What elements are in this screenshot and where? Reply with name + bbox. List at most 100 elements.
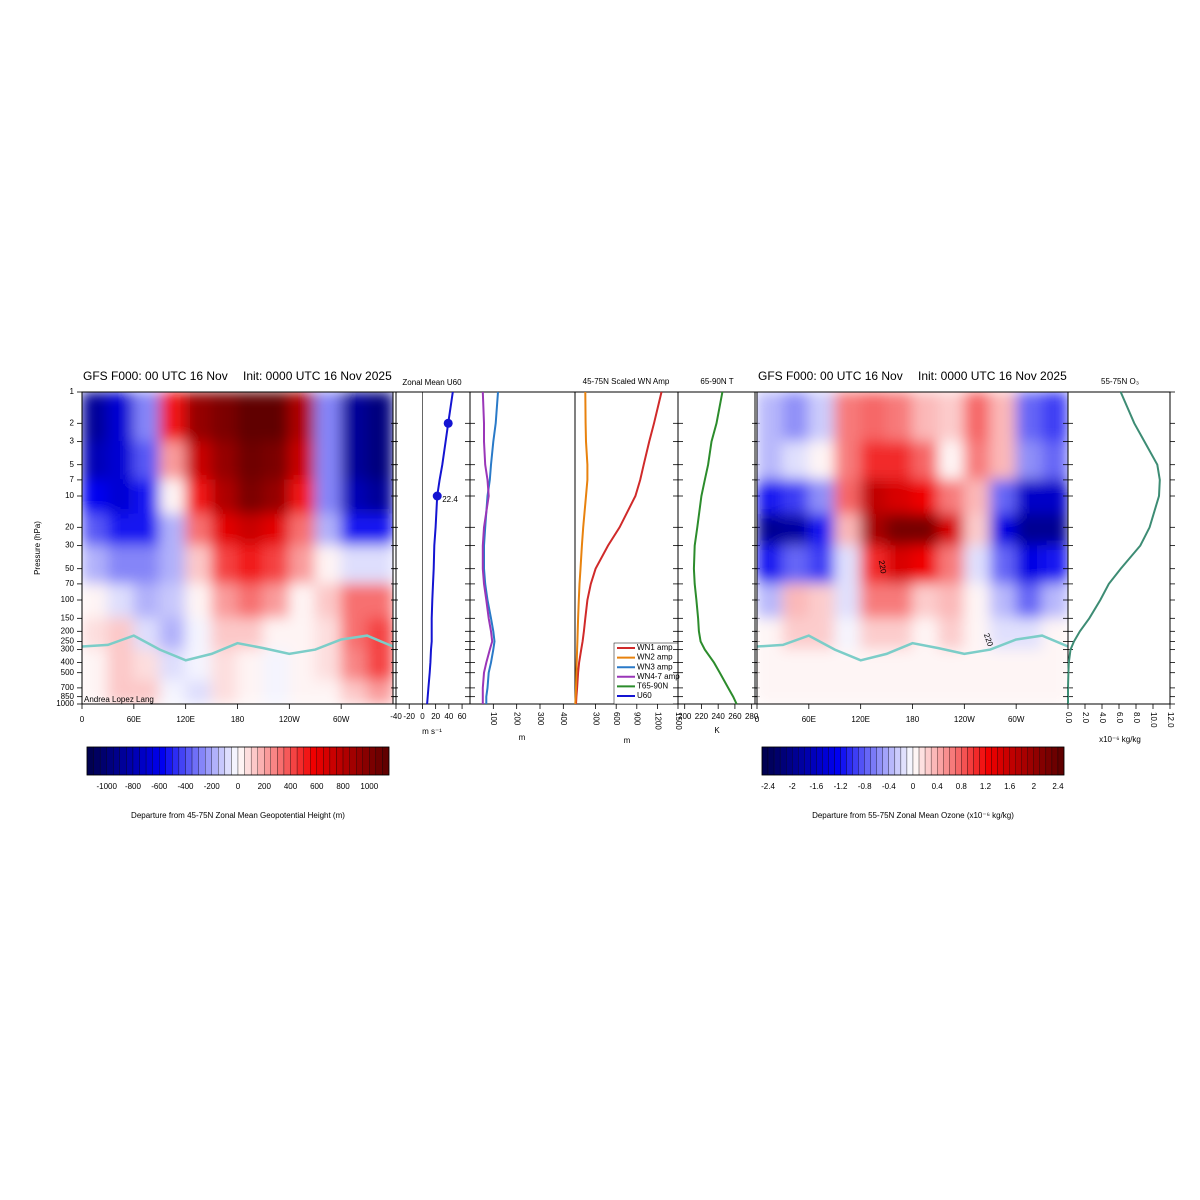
heatmap-cell <box>288 441 316 481</box>
profile-line <box>574 391 589 705</box>
heatmap-cell <box>1015 513 1043 547</box>
heatmap-cell <box>1041 441 1068 481</box>
x-tick-label: 120E <box>176 715 195 724</box>
heatmap-cells <box>757 392 1068 704</box>
x-tick-label: 60E <box>127 715 141 724</box>
heatmap-cell <box>912 513 939 547</box>
x-tick-label: 20 <box>431 712 440 721</box>
x-tick-label: 100 <box>489 712 498 726</box>
heatmap-cell <box>937 583 965 619</box>
heatmap-cell <box>133 479 161 515</box>
credit: Andrea Lopez Lang <box>84 695 154 704</box>
x-tick-label: 180 <box>231 715 245 724</box>
x-tick-label: 2.0 <box>1081 712 1090 724</box>
heatmap-cell <box>912 545 939 585</box>
colorbar-swatch <box>244 746 252 776</box>
heatmap-cell <box>340 649 368 682</box>
heatmap-cell <box>757 583 784 619</box>
heatmap-cell <box>1041 583 1068 619</box>
heatmap-cell <box>262 583 290 619</box>
colorbar-swatch <box>277 746 285 776</box>
contour-label: 220 <box>877 560 888 575</box>
heatmap-cell <box>107 680 135 704</box>
colorbar-swatch <box>250 746 258 776</box>
heatmap-cell <box>782 545 810 585</box>
colorbar-tick-label: -800 <box>125 782 142 791</box>
heatmap-cell <box>963 545 991 585</box>
heatmap-cell <box>159 545 187 585</box>
colorbar-swatch <box>930 746 938 776</box>
panel-title: 65-90N T <box>700 377 733 386</box>
heatmap-cell <box>912 392 939 443</box>
heatmap-cell <box>1015 583 1043 619</box>
heatmap-cell <box>314 649 342 682</box>
colorbar-tick-label: -1.6 <box>809 782 823 791</box>
colorbar-swatch <box>798 746 805 776</box>
y-tick-label: 2 <box>70 418 75 427</box>
colorbar-swatch <box>316 746 324 776</box>
heatmap-cell <box>989 441 1017 481</box>
heatmap-cell <box>1015 617 1043 651</box>
heatmap-cell <box>211 479 238 515</box>
heatmap-cell <box>757 649 784 682</box>
colorbar-swatch <box>264 746 271 776</box>
colorbar-frame <box>761 746 1065 776</box>
heatmap-cell <box>82 649 109 682</box>
colorbar-swatch <box>804 746 811 776</box>
x-tick-label: 280 <box>745 712 759 721</box>
legend-box <box>613 642 679 705</box>
heatmap-cell <box>288 680 316 704</box>
heatmap-cell <box>340 479 368 515</box>
heatmap-cell <box>237 680 264 704</box>
heatmap-cell <box>288 545 316 585</box>
profile-line <box>481 391 494 704</box>
chart-subtitle: Init: 0000 UTC 16 Nov 2025 <box>918 369 1067 383</box>
heatmap-cell <box>860 441 888 481</box>
colorbar-tick-label: 1.6 <box>1004 782 1016 791</box>
heatmap-cell <box>963 441 991 481</box>
heatmap-cell <box>340 513 368 547</box>
colorbar-swatch <box>906 746 914 776</box>
tropopause-line <box>757 634 1068 662</box>
heatmap-cell <box>340 441 368 481</box>
x-tick-label: -40 <box>390 712 402 721</box>
x-tick-label: 120W <box>279 715 300 724</box>
heatmap-cell <box>989 513 1017 547</box>
heatmap-cell <box>107 441 135 481</box>
profile-line <box>1067 391 1161 704</box>
x-tick-label: 60 <box>458 712 467 721</box>
heatmap-cell <box>782 680 810 704</box>
heatmap-cell <box>808 392 836 443</box>
colorbar-swatch <box>329 746 337 776</box>
heatmap-cell <box>886 680 913 704</box>
heatmap-cell <box>366 513 393 547</box>
heatmap-cell <box>912 680 939 704</box>
colorbar-frame <box>86 746 390 776</box>
heatmap-cell <box>314 583 342 619</box>
chart-title: GFS F000: 00 UTC 16 Nov <box>83 369 228 383</box>
heatmap-cell <box>82 545 109 585</box>
x-tick-label: 180 <box>906 715 920 724</box>
colorbar-swatch <box>382 746 390 776</box>
heatmap-cell <box>886 441 913 481</box>
colorbar-swatch <box>369 746 377 776</box>
heatmap-cell <box>366 583 393 619</box>
colorbar-swatch <box>937 746 944 776</box>
heatmap-cell <box>288 649 316 682</box>
heatmap-cell <box>937 513 965 547</box>
colorbar-swatch <box>1057 746 1065 776</box>
y-tick-label: 250 <box>61 636 75 645</box>
x-tick-label: 900 <box>633 712 642 726</box>
y-axis-label: Pressure (hPa) <box>33 521 42 575</box>
y-tick-label: 200 <box>61 626 75 635</box>
heatmap-cell <box>886 513 913 547</box>
colorbar-swatch <box>290 746 298 776</box>
colorbar-swatch <box>165 746 173 776</box>
y-tick-label: 850 <box>61 692 75 701</box>
heatmap-cell <box>886 545 913 585</box>
colorbar-swatch <box>218 746 226 776</box>
x-tick-label: -20 <box>403 712 415 721</box>
heatmap-cell <box>314 513 342 547</box>
colorbar-swatch <box>1015 746 1022 776</box>
heatmap-cell <box>782 617 810 651</box>
